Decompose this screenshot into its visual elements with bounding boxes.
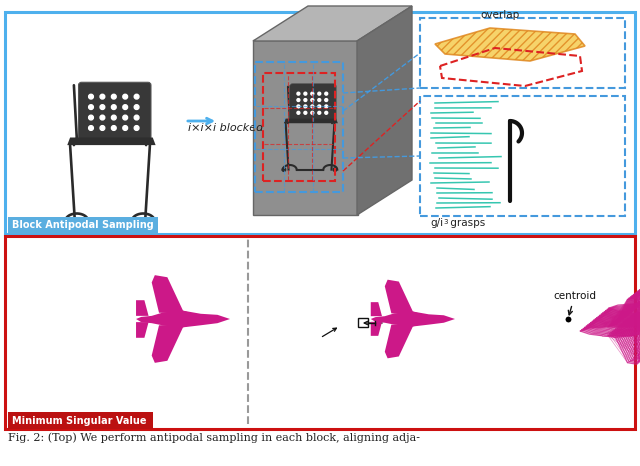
Bar [358, 318, 368, 327]
Circle shape [304, 99, 307, 102]
Circle shape [324, 105, 328, 108]
Circle shape [304, 105, 307, 108]
Circle shape [111, 115, 116, 120]
Polygon shape [371, 311, 455, 327]
Circle shape [318, 92, 321, 95]
Circle shape [311, 111, 314, 114]
Text: g/i: g/i [430, 218, 443, 228]
Circle shape [304, 111, 307, 114]
Polygon shape [435, 28, 585, 61]
Circle shape [100, 126, 105, 130]
Circle shape [324, 111, 328, 114]
Circle shape [297, 99, 300, 102]
Circle shape [297, 111, 300, 114]
Bar [420, 96, 625, 216]
Bar [8, 217, 158, 234]
Circle shape [318, 105, 321, 108]
Polygon shape [152, 324, 193, 363]
Circle shape [134, 105, 139, 110]
Text: Block Antipodal Sampling: Block Antipodal Sampling [12, 220, 154, 231]
Polygon shape [136, 311, 230, 327]
Text: overlap: overlap [481, 10, 520, 20]
Polygon shape [284, 119, 338, 123]
Circle shape [311, 92, 314, 95]
Polygon shape [385, 280, 422, 315]
Circle shape [148, 218, 154, 224]
Polygon shape [152, 275, 193, 314]
Circle shape [100, 115, 105, 120]
Circle shape [111, 126, 116, 130]
Circle shape [88, 126, 93, 130]
Circle shape [88, 94, 93, 99]
FancyBboxPatch shape [79, 82, 151, 141]
Circle shape [282, 168, 285, 171]
Circle shape [333, 168, 337, 171]
Circle shape [304, 92, 307, 95]
Polygon shape [136, 300, 148, 316]
Bar [5, 12, 635, 234]
Bar [263, 73, 335, 181]
Text: 3: 3 [443, 219, 447, 225]
Polygon shape [371, 302, 382, 316]
Text: grasps: grasps [447, 218, 485, 228]
Bar [5, 236, 635, 429]
Polygon shape [385, 324, 422, 358]
Bar [420, 18, 625, 88]
Text: Minimum Singular Value: Minimum Singular Value [12, 416, 147, 425]
Polygon shape [357, 6, 412, 215]
Text: centroid: centroid [553, 291, 596, 315]
Circle shape [311, 99, 314, 102]
Text: Fig. 2: (Top) We perform antipodal sampling in each block, aligning adja-: Fig. 2: (Top) We perform antipodal sampl… [8, 433, 420, 443]
Circle shape [324, 92, 328, 95]
Circle shape [318, 99, 321, 102]
Polygon shape [371, 322, 382, 336]
Circle shape [111, 94, 116, 99]
Circle shape [123, 105, 127, 110]
Bar [8, 412, 153, 429]
Circle shape [88, 115, 93, 120]
Circle shape [297, 92, 300, 95]
Polygon shape [253, 6, 412, 41]
Circle shape [111, 105, 116, 110]
FancyBboxPatch shape [289, 84, 336, 122]
Circle shape [318, 111, 321, 114]
Circle shape [311, 105, 314, 108]
Circle shape [134, 126, 139, 130]
Circle shape [100, 105, 105, 110]
Polygon shape [67, 137, 156, 145]
Circle shape [134, 115, 139, 120]
Text: i×i×i blocked: i×i×i blocked [188, 123, 263, 133]
Circle shape [324, 99, 328, 102]
Circle shape [297, 105, 300, 108]
Circle shape [123, 115, 127, 120]
Circle shape [134, 94, 139, 99]
Circle shape [100, 94, 105, 99]
Circle shape [123, 94, 127, 99]
Bar [253, 40, 358, 215]
Polygon shape [136, 322, 148, 338]
Circle shape [65, 218, 70, 224]
Circle shape [123, 126, 127, 130]
Bar [255, 62, 343, 192]
Circle shape [88, 105, 93, 110]
